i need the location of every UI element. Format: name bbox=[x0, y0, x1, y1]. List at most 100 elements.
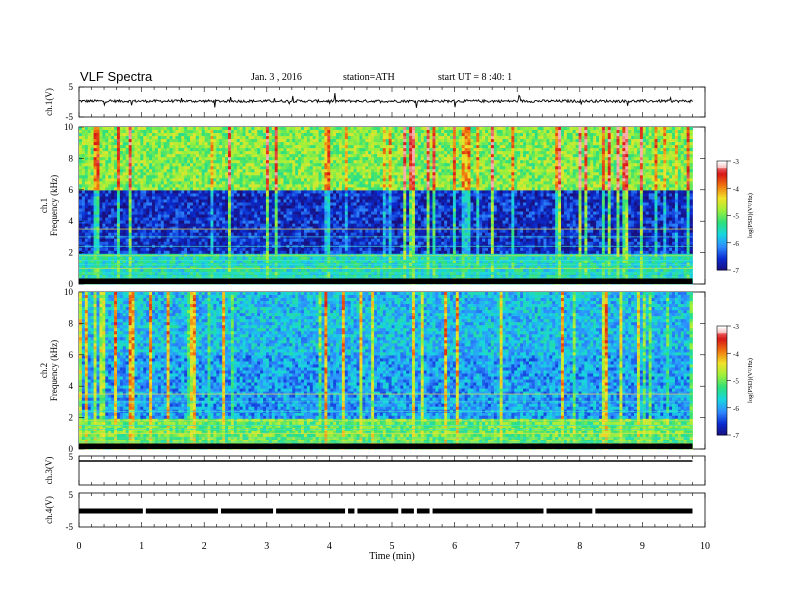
spectrogram-cell bbox=[616, 166, 620, 170]
spectrogram-cell bbox=[277, 151, 281, 155]
spectrogram-cell bbox=[309, 151, 314, 155]
spectrogram-cell bbox=[461, 133, 466, 137]
spectrogram-cell bbox=[327, 157, 331, 161]
spectrogram-cell bbox=[277, 133, 281, 137]
spectrogram-cell bbox=[339, 127, 343, 131]
spectrogram-cell bbox=[347, 142, 352, 146]
spectrogram-cell bbox=[356, 181, 360, 185]
spectrogram-cell bbox=[324, 127, 328, 131]
spectrogram-cell bbox=[654, 136, 658, 140]
spectrogram-cell bbox=[289, 172, 293, 176]
spectrogram-cell bbox=[166, 190, 170, 194]
spectrogram-cell bbox=[271, 154, 276, 158]
spectrogram-cell bbox=[227, 139, 232, 143]
spectrogram-cell bbox=[143, 145, 147, 149]
spectrogram-cell bbox=[298, 172, 302, 176]
spectrogram-cell bbox=[309, 181, 314, 185]
spectrogram-cell bbox=[525, 145, 530, 149]
spectrogram-cell bbox=[423, 127, 428, 131]
spectrogram-cell bbox=[403, 127, 407, 131]
spectrogram-cell bbox=[371, 190, 375, 194]
spectrogram-cell bbox=[146, 130, 150, 134]
spectrogram-cell bbox=[81, 139, 86, 143]
spectrogram-cell bbox=[669, 172, 673, 176]
spectrogram-cell bbox=[584, 190, 588, 194]
spectrogram-cell bbox=[260, 148, 264, 152]
spectrogram-cell bbox=[435, 160, 439, 164]
spectrogram-cell bbox=[111, 175, 115, 179]
spectrogram-cell bbox=[172, 181, 176, 185]
spectrogram-cell bbox=[166, 142, 170, 146]
spectrogram-cell bbox=[230, 139, 235, 143]
spectrogram-cell bbox=[379, 172, 384, 176]
spectrogram-cell bbox=[546, 175, 550, 179]
spectrogram-cell bbox=[341, 193, 346, 197]
spectrogram-cell bbox=[607, 169, 612, 173]
spectrogram-cell bbox=[324, 154, 328, 158]
spectrogram-cell bbox=[672, 163, 676, 167]
spectrogram-cell bbox=[543, 184, 547, 188]
spectrogram-cell bbox=[502, 133, 506, 137]
spectrogram-cell bbox=[485, 154, 489, 158]
spectrogram-cell bbox=[674, 139, 679, 143]
spectrogram-cell bbox=[420, 145, 425, 149]
spectrogram-cell bbox=[260, 166, 264, 170]
spectrogram-cell bbox=[178, 163, 182, 167]
spectrogram-cell bbox=[660, 154, 664, 158]
spectrogram-cell bbox=[79, 190, 83, 194]
spectrogram-cell bbox=[292, 151, 296, 155]
spectrogram-cell bbox=[99, 127, 103, 131]
spectrogram-cell bbox=[178, 166, 182, 170]
spectrogram-cell bbox=[222, 145, 226, 149]
spectrogram-cell bbox=[204, 193, 208, 197]
spectrogram-cell bbox=[172, 142, 176, 146]
spectrogram-cell bbox=[648, 151, 652, 155]
spectrogram-cell bbox=[452, 178, 457, 182]
spectrogram-cell bbox=[87, 181, 92, 185]
spectrogram-cell bbox=[108, 139, 112, 143]
spectrogram-cell bbox=[181, 181, 185, 185]
spectrogram-cell bbox=[169, 133, 173, 137]
spectrogram-cell bbox=[321, 142, 325, 146]
spectrogram-cell bbox=[87, 193, 92, 197]
spectrogram-cell bbox=[447, 148, 451, 152]
spectrogram-cell bbox=[441, 145, 445, 149]
spectrogram-cell bbox=[523, 178, 527, 182]
spectrogram-cell bbox=[563, 145, 568, 149]
spectrogram-cell bbox=[225, 163, 229, 167]
spectrogram-cell bbox=[324, 145, 328, 149]
spectrogram-cell bbox=[651, 145, 655, 149]
spectrogram-cell bbox=[312, 154, 317, 158]
spectrogram-cell bbox=[540, 127, 544, 131]
spectrogram-cell bbox=[356, 169, 360, 173]
spectrogram-cell bbox=[248, 157, 252, 161]
spectrogram-cell bbox=[540, 145, 544, 149]
spectrogram-cell bbox=[572, 169, 577, 173]
spectrogram-cell bbox=[514, 136, 518, 140]
spectrogram-cell bbox=[280, 127, 284, 131]
spectrogram-cell bbox=[610, 184, 614, 188]
spectrogram-cell bbox=[432, 193, 436, 197]
spectrogram-cell bbox=[190, 175, 194, 179]
spectrogram-cell bbox=[610, 154, 614, 158]
spectrogram-cell bbox=[464, 139, 468, 143]
spectrogram-cell bbox=[400, 187, 404, 191]
spectrogram-cell bbox=[435, 139, 439, 143]
spectrogram-cell bbox=[581, 157, 585, 161]
spectrogram-cell bbox=[295, 130, 299, 134]
spectrogram-cell bbox=[184, 166, 188, 170]
spectrogram-cell bbox=[467, 127, 471, 131]
spectrogram-cell bbox=[584, 130, 588, 134]
spectrogram-cell bbox=[464, 172, 468, 176]
spectrogram-cell bbox=[569, 187, 574, 191]
spectrogram-cell bbox=[318, 172, 322, 176]
spectrogram-cell bbox=[90, 169, 95, 173]
y-tick-label: -5 bbox=[66, 112, 74, 122]
spectrogram-cell bbox=[149, 175, 153, 179]
spectrogram-cell bbox=[645, 130, 650, 134]
spectrogram-cell bbox=[81, 169, 86, 173]
spectrogram-cell bbox=[239, 157, 243, 161]
spectrogram-cell bbox=[263, 136, 267, 140]
spectrogram-cell bbox=[561, 145, 565, 149]
spectrogram-cell bbox=[420, 184, 425, 188]
